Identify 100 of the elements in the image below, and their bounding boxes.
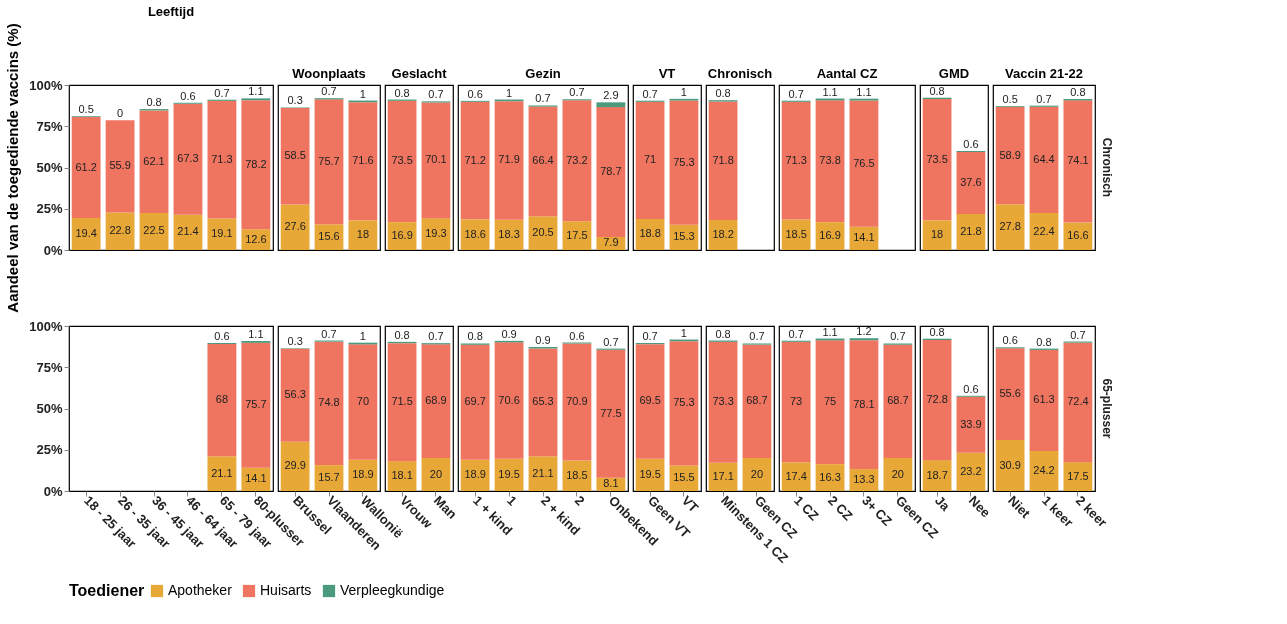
chart-title: Chronisch (707, 66, 773, 81)
data-label: 21.8 (960, 225, 982, 238)
bar (1029, 349, 1059, 452)
bar (708, 341, 738, 463)
bar (314, 99, 344, 225)
bar (280, 204, 310, 250)
data-label: 20 (750, 467, 764, 480)
data-label: 0.7 (428, 330, 444, 343)
bar (635, 344, 665, 459)
data-label: 66.4 (532, 154, 554, 167)
data-label: 2.9 (603, 89, 619, 102)
bar (815, 100, 845, 223)
data-label: 71.6 (352, 154, 374, 167)
bar (105, 120, 135, 213)
x-tick-label: Ja (932, 492, 954, 515)
data-label: 0.7 (749, 330, 765, 343)
data-label: 18.7 (926, 468, 948, 481)
bar (348, 102, 378, 221)
data-label: 22.8 (109, 224, 131, 237)
data-label: 19.4 (75, 226, 97, 239)
data-label: 0.8 (146, 96, 162, 109)
x-tick-label: Nee (965, 492, 994, 521)
chart-title: GMD (938, 66, 970, 81)
data-label: 55.6 (999, 387, 1021, 400)
y-tick-label: 75% (36, 359, 63, 375)
bar (781, 462, 811, 491)
data-label: 8.1 (603, 477, 619, 490)
data-label: 17.1 (712, 469, 734, 482)
data-label: 18.5 (785, 227, 807, 240)
data-label: 0.7 (321, 327, 337, 340)
data-label: 1 (680, 326, 687, 339)
data-label: 71.8 (712, 153, 734, 166)
bar (421, 344, 451, 458)
data-label: 0.6 (180, 89, 196, 102)
data-label: 1 (680, 85, 687, 98)
data-label: 74.8 (318, 396, 340, 409)
data-label: 7.9 (603, 236, 619, 249)
data-label: 18.8 (639, 227, 661, 240)
data-label: 56.3 (284, 388, 306, 401)
bar (348, 344, 378, 460)
data-label: 68.9 (425, 394, 447, 407)
data-label: 0.6 (963, 138, 979, 150)
data-label: 67.3 (177, 152, 199, 165)
data-label: 19.5 (639, 467, 661, 480)
bar (669, 100, 699, 225)
data-label: 16.6 (1067, 229, 1089, 242)
data-label: 18 (356, 228, 370, 241)
bar (241, 342, 271, 468)
data-label: 19.5 (498, 467, 520, 480)
chart-title: Vaccin 21-22 (1004, 66, 1084, 81)
data-label: 58.5 (284, 149, 306, 162)
bar (348, 220, 378, 250)
bar (207, 100, 237, 219)
data-label: 0.5 (78, 103, 94, 116)
chart-title: Gezin (525, 66, 561, 81)
data-label: 0.8 (467, 330, 483, 343)
data-label: 71 (643, 153, 657, 166)
bar (421, 458, 451, 491)
data-label: 0.6 (1002, 334, 1018, 347)
bar (173, 103, 203, 215)
bar (1029, 106, 1059, 214)
data-label: 0.7 (642, 87, 658, 100)
bar (528, 106, 558, 217)
data-label: 61.2 (75, 160, 97, 173)
data-label: 70.6 (498, 393, 520, 406)
bar (922, 340, 952, 461)
data-label: 69.5 (639, 394, 661, 407)
data-label: 1.1 (248, 85, 264, 98)
data-label: 0.7 (788, 327, 804, 340)
x-tick-label: 1 (504, 492, 520, 509)
bar (883, 344, 913, 458)
data-label: 17.4 (785, 469, 807, 482)
bar (742, 458, 772, 491)
data-label: 77.5 (600, 406, 622, 419)
bar (348, 459, 378, 491)
data-label: 0.7 (890, 330, 906, 343)
y-tick-label: 100% (29, 77, 63, 93)
bar (883, 458, 913, 491)
data-label: 68.7 (746, 394, 768, 407)
data-label: 15.6 (318, 230, 340, 243)
data-label: 0.7 (788, 87, 804, 100)
data-label: 70.9 (566, 394, 588, 407)
legend-label: Huisarts (260, 582, 312, 598)
data-label: 30.9 (999, 458, 1021, 471)
data-label: 1 (359, 87, 366, 100)
data-label: 33.9 (960, 417, 982, 430)
data-label: 17.5 (566, 228, 588, 241)
data-label: 75.7 (318, 154, 340, 167)
x-tick-label: 3+ CZ (859, 492, 895, 529)
data-label: 0.8 (715, 327, 731, 340)
data-label: 15.7 (318, 471, 340, 484)
data-label: 12.6 (245, 232, 267, 245)
data-label: 18.2 (712, 227, 734, 240)
bar (280, 348, 310, 442)
data-label: 0.6 (467, 87, 483, 100)
data-label: 0.8 (394, 86, 410, 99)
data-label: 71.2 (464, 153, 486, 166)
bar (956, 396, 986, 453)
bar (849, 340, 879, 470)
chart-title: Geslacht (391, 66, 448, 81)
